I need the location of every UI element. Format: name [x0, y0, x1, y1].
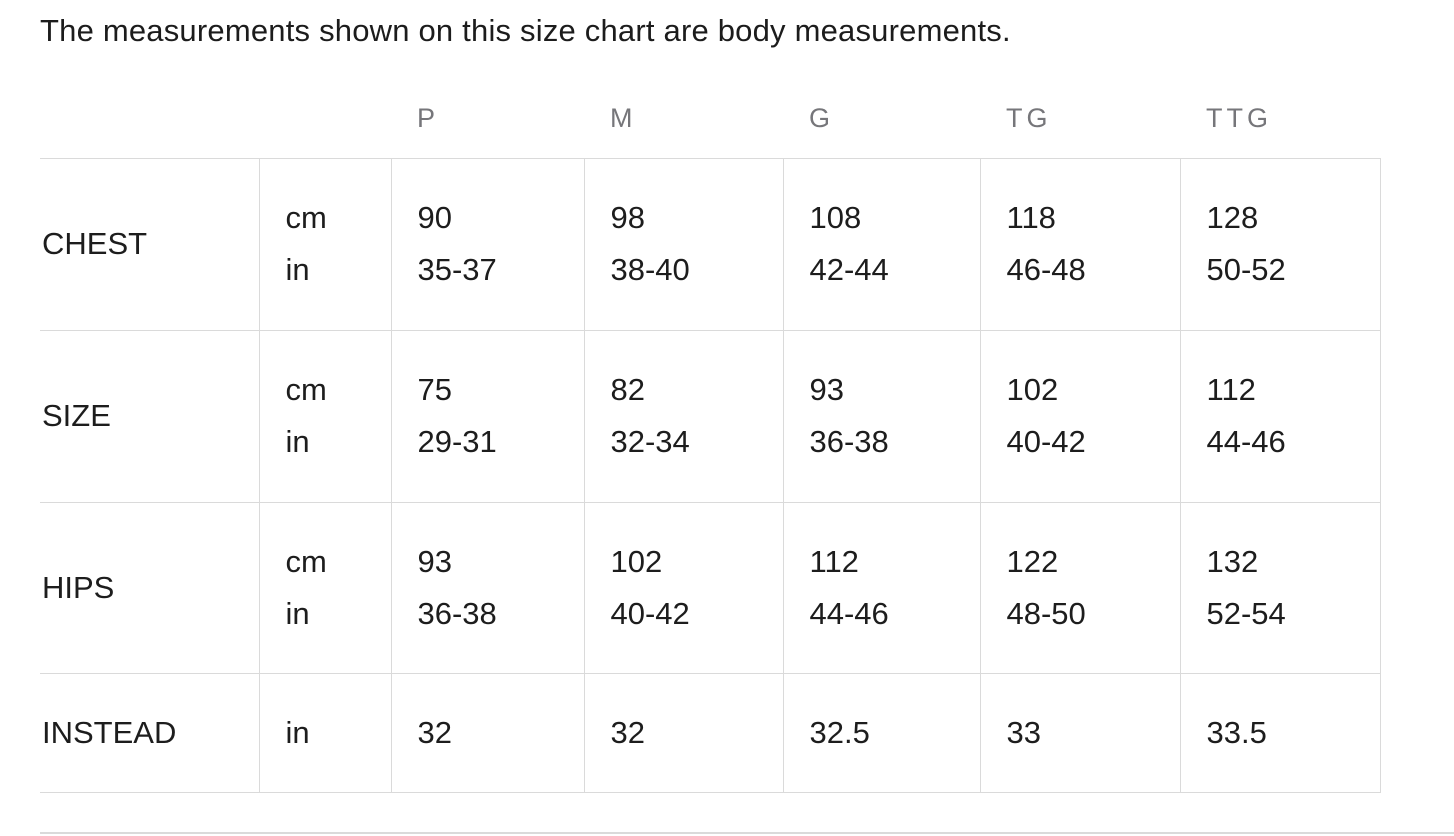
value-cell: 32.5: [782, 672, 980, 793]
unit-cell: cm in: [258, 501, 391, 673]
unit-cell: cm in: [258, 329, 391, 502]
value-cell: 108 42-44: [782, 157, 980, 330]
table-row-hips: HIPS cm in 93 36-38 102 40-42 112 44-46 …: [40, 501, 1381, 673]
value-line: 50-52: [1206, 252, 1286, 287]
value-cell: 93 36-38: [782, 329, 980, 502]
value-line: 82: [610, 372, 645, 407]
value-line: 36-38: [417, 595, 497, 631]
value-line: 122: [1006, 543, 1059, 579]
unit-line: in: [285, 424, 310, 459]
value-cell: 90 35-37: [390, 157, 584, 330]
value-line: 75: [417, 372, 452, 407]
value-line: 132: [1206, 543, 1259, 579]
unit-line: cm: [285, 372, 327, 407]
value-line: 128: [1206, 200, 1259, 235]
size-header-ttg: TTG: [1206, 103, 1272, 133]
value-cell: 102 40-42: [979, 329, 1180, 502]
unit-line: cm: [285, 200, 327, 235]
value-line: 36-38: [809, 424, 889, 459]
value-cell: 82 32-34: [583, 329, 783, 502]
value-line: 33.5: [1206, 715, 1267, 750]
value-cell: 33.5: [1179, 672, 1381, 793]
value-line: 112: [809, 543, 859, 579]
table-row-size: SIZE cm in 75 29-31 82 32-34 93 36-38 10…: [40, 329, 1381, 502]
value-line: 32: [610, 715, 645, 750]
value-line: 42-44: [809, 252, 889, 287]
value-line: 44-46: [1206, 424, 1286, 459]
value-line: 52-54: [1206, 595, 1286, 631]
table-row-chest: CHEST cm in 90 35-37 98 38-40 108 42-44 …: [40, 157, 1381, 330]
value-line: 40-42: [1006, 424, 1086, 459]
value-cell: 75 29-31: [390, 329, 584, 502]
value-line: 112: [1206, 372, 1256, 407]
value-line: 40-42: [610, 595, 690, 631]
size-header-p: P: [417, 103, 440, 133]
value-line: 38-40: [610, 252, 690, 287]
row-label: CHEST: [40, 157, 259, 330]
size-header-g: G: [809, 103, 835, 133]
value-line: 46-48: [1006, 252, 1086, 287]
value-line: 93: [809, 372, 844, 407]
unit-cell: in: [258, 672, 391, 793]
size-chart-table: P M G TG TTG CHEST cm in 90 35-37 98 38-…: [40, 95, 1381, 793]
value-cell: 32: [390, 672, 584, 793]
value-line: 32.5: [809, 715, 870, 750]
header-spacer: [259, 95, 391, 158]
value-cell: 32: [583, 672, 783, 793]
value-line: 118: [1006, 200, 1056, 235]
row-label: SIZE: [40, 329, 259, 502]
value-line: 32: [417, 715, 452, 750]
value-line: 29-31: [417, 424, 497, 459]
value-line: 33: [1006, 715, 1041, 750]
table-row-instead: INSTEAD in 32 32 32.5 33 33.5: [40, 672, 1381, 793]
unit-line: cm: [285, 543, 327, 579]
value-cell: 128 50-52: [1179, 157, 1381, 330]
header-spacer: [40, 95, 259, 158]
unit-line: in: [285, 595, 310, 631]
value-cell: 132 52-54: [1179, 501, 1381, 673]
row-label: HIPS: [40, 501, 259, 673]
value-cell: 33: [979, 672, 1180, 793]
intro-text: The measurements shown on this size char…: [40, 13, 1011, 48]
value-cell: 112 44-46: [782, 501, 980, 673]
value-cell: 93 36-38: [390, 501, 584, 673]
value-line: 32-34: [610, 424, 690, 459]
value-cell: 122 48-50: [979, 501, 1180, 673]
value-line: 108: [809, 200, 862, 235]
value-line: 44-46: [809, 595, 889, 631]
value-cell: 112 44-46: [1179, 329, 1381, 502]
value-cell: 118 46-48: [979, 157, 1180, 330]
value-cell: 98 38-40: [583, 157, 783, 330]
value-line: 35-37: [417, 252, 497, 287]
unit-line: in: [285, 252, 310, 287]
unit-cell: cm in: [258, 157, 391, 330]
row-label: INSTEAD: [40, 672, 259, 793]
value-line: 102: [610, 543, 663, 579]
value-line: 93: [417, 543, 452, 579]
value-cell: 102 40-42: [583, 501, 783, 673]
size-header-row: P M G TG TTG: [40, 95, 1380, 158]
value-line: 90: [417, 200, 452, 235]
value-line: 48-50: [1006, 595, 1086, 631]
value-line: 98: [610, 200, 645, 235]
size-header-tg: TG: [1006, 103, 1052, 133]
bottom-divider: [40, 832, 1454, 834]
value-line: 102: [1006, 372, 1059, 407]
size-header-m: M: [610, 103, 637, 133]
unit-line: in: [285, 715, 310, 750]
